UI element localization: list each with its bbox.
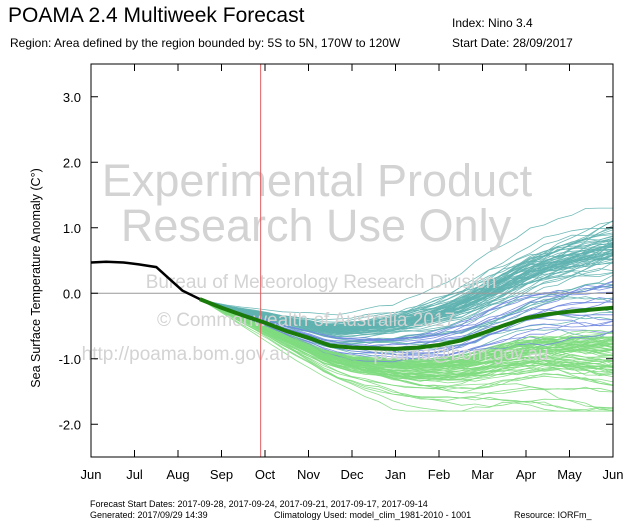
ensemble-member-line (199, 247, 614, 333)
ensemble-member-line (199, 298, 614, 411)
ensemble-member-line (199, 227, 614, 321)
y-tick-label: -2.0 (59, 417, 81, 432)
ensemble-member-line (199, 298, 614, 363)
x-tick-label: Nov (297, 467, 321, 482)
ensemble-member-line (199, 298, 614, 370)
x-tick-label: Jan (385, 467, 406, 482)
x-tick-label: Jun (603, 467, 624, 482)
watermark-line-5: http://poama.bom.gov.au (82, 344, 291, 365)
x-tick-label: May (557, 467, 582, 482)
watermark: Experimental Product Research Use Only B… (82, 155, 549, 365)
chart-title: POAMA 2.4 Multiweek Forecast (8, 4, 305, 27)
ensemble-member-line (199, 298, 614, 394)
x-tick-label: Jul (126, 467, 143, 482)
start-date-label: Start Date: 28/09/2017 (452, 36, 573, 50)
climatology-label: Climatology Used: model_clim_1981-2010 -… (274, 510, 472, 520)
ensemble-member-line (199, 298, 613, 412)
watermark-line-2: Research Use Only (121, 200, 512, 251)
ensemble-member-line (199, 298, 614, 394)
ensemble-member-line (199, 298, 613, 412)
observed-series-line (90, 260, 201, 301)
watermark-line-1: Experimental Product (102, 155, 533, 206)
generated-label: Generated: 2017/09/29 14:39 (90, 510, 208, 520)
ensemble-member-line (199, 286, 614, 342)
ensemble-mean-line (199, 297, 614, 351)
ensemble-member-line (199, 225, 614, 324)
ensemble-member-line (199, 246, 613, 330)
x-tick-label: Jun (81, 467, 102, 482)
ensemble-member-line (199, 207, 613, 316)
region-label: Region: Area defined by the region bound… (10, 36, 401, 50)
x-tick-label: Dec (340, 467, 364, 482)
watermark-line-4: © Commonwealth of Australia 2017 (157, 310, 455, 331)
ensemble-member-line (199, 298, 614, 412)
x-tick-label: Feb (428, 467, 450, 482)
index-label: Index: Nino 3.4 (452, 16, 533, 30)
y-tick-label: 0.0 (63, 286, 81, 301)
resource-label: Resource: IORFm_ (514, 510, 592, 520)
ensemble-member-line (199, 284, 614, 341)
ensemble-member-line (199, 298, 614, 392)
ensemble-member-line (199, 298, 614, 381)
y-tick-label: 3.0 (63, 90, 81, 105)
ensemble-member-line (199, 268, 614, 335)
x-tick-label: Oct (255, 467, 276, 482)
y-tick-label: 2.0 (63, 155, 81, 170)
y-axis: -2.0 -1.0 0.0 1.0 2.0 3.0 (59, 90, 613, 432)
forecast-start-dates: Forecast Start Dates: 2017-09-28, 2017-0… (90, 499, 428, 509)
x-tick-label: Mar (471, 467, 494, 482)
x-tick-label: Apr (516, 467, 537, 482)
watermark-line-3: Bureau of Meteorology Research Division (146, 272, 497, 293)
y-tick-label: 1.0 (63, 221, 81, 236)
y-axis-label: Sea Surface Temperature Anomaly (C°) (29, 168, 43, 388)
x-tick-label: Aug (166, 467, 189, 482)
y-tick-label: -1.0 (59, 352, 81, 367)
x-axis: Jun Jul Aug Sep Oct Nov Dec Jan Feb Mar Apr May Jun (81, 64, 624, 482)
x-tick-label: Sep (210, 467, 233, 482)
